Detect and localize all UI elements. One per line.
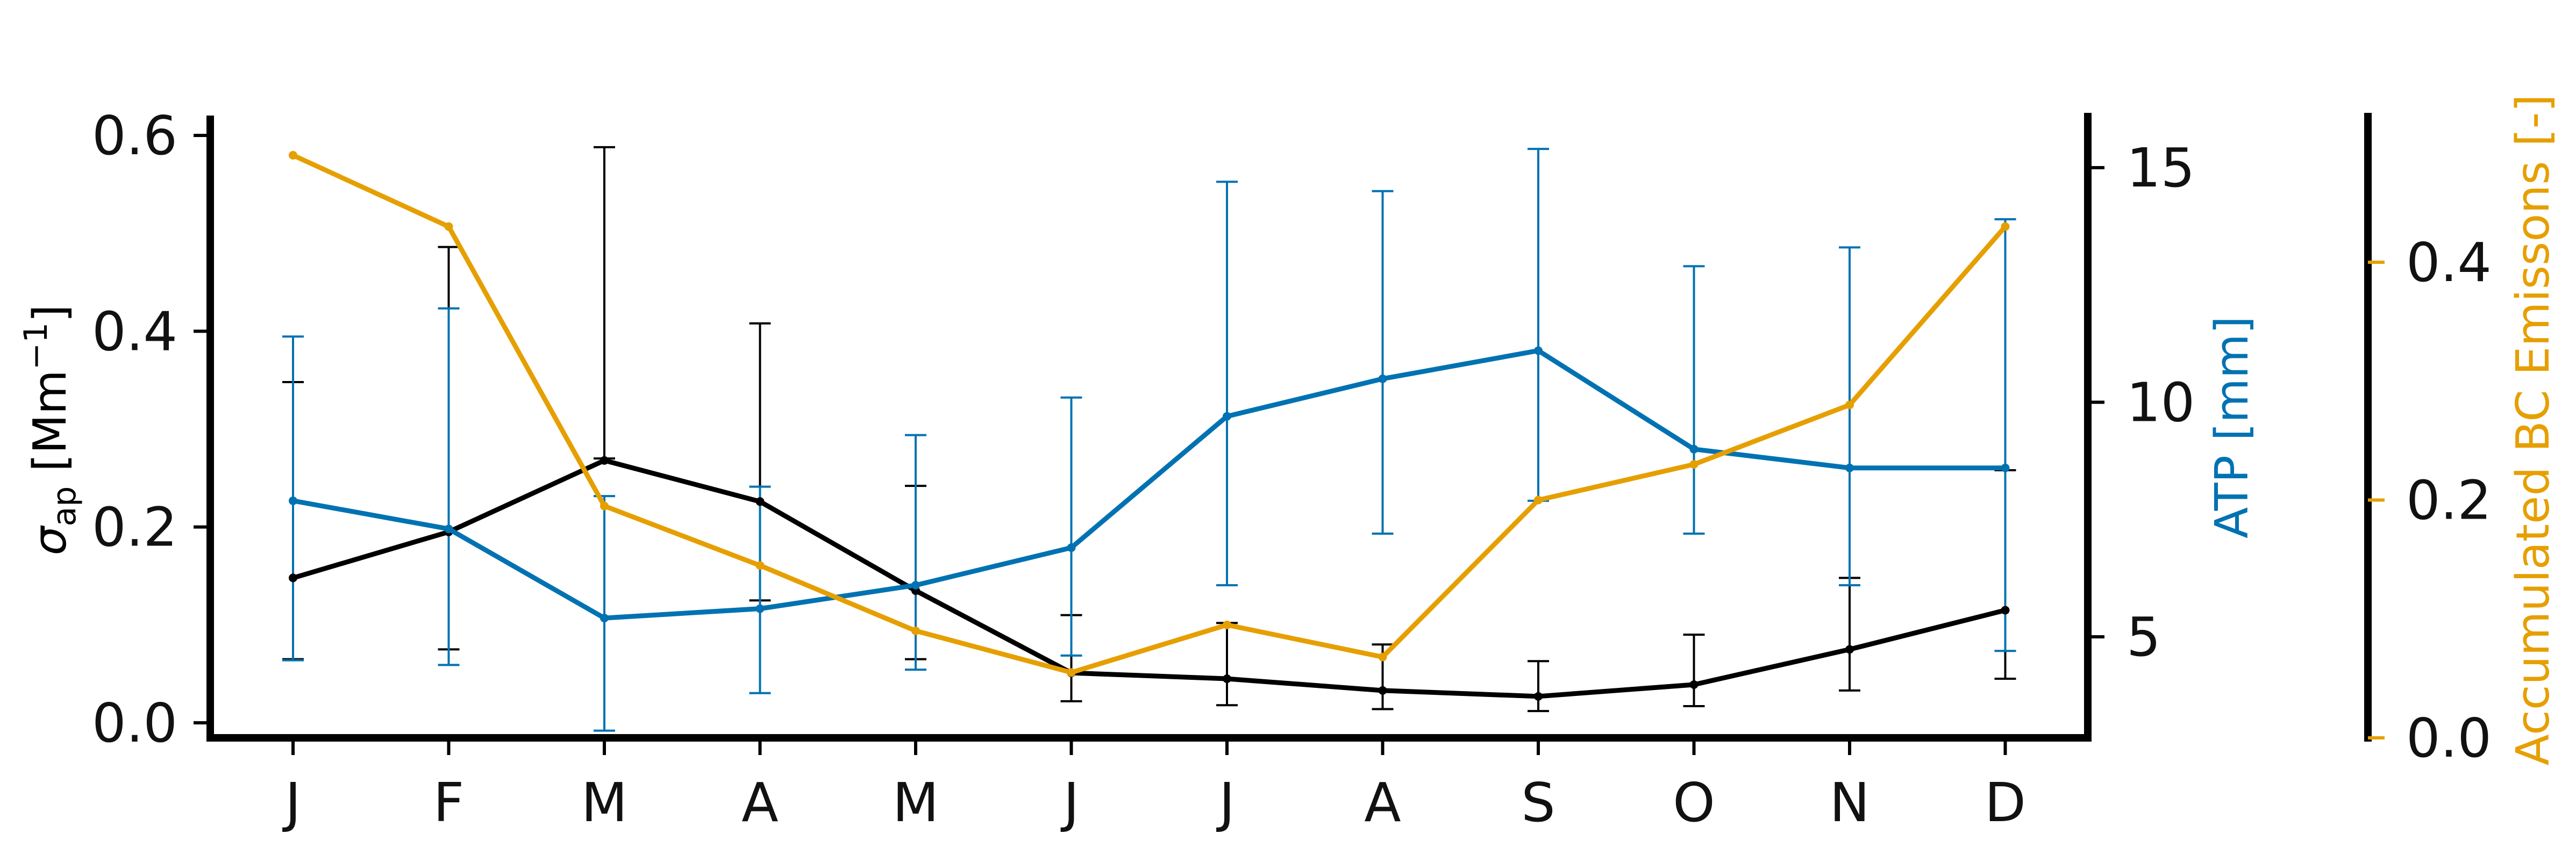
right-axis-ticks: 5 10 15 bbox=[2088, 136, 2195, 669]
far-right-axis-title: Accumulated BC Emissons [-] bbox=[2507, 94, 2560, 765]
data-point-far_right bbox=[289, 150, 297, 160]
left-axis-title-rest: [Mm bbox=[24, 370, 77, 486]
far-right-axis-title-part-2: BC bbox=[2507, 390, 2560, 452]
data-point-left bbox=[289, 573, 297, 583]
far-right-tick-label: 0.2 bbox=[2406, 469, 2492, 532]
data-point-far_right bbox=[1845, 400, 1854, 409]
data-point-right bbox=[911, 580, 920, 590]
x-tick-label: S bbox=[1521, 771, 1555, 834]
series-line-left bbox=[292, 458, 2006, 699]
data-point-left bbox=[2001, 606, 2010, 615]
x-tick-label: N bbox=[1830, 771, 1870, 834]
data-point-right bbox=[600, 614, 609, 623]
data-point-right bbox=[289, 496, 297, 505]
data-point-left bbox=[755, 497, 765, 506]
data-point-right bbox=[1845, 463, 1854, 472]
data-point-right bbox=[444, 525, 453, 534]
data-point-right bbox=[1223, 412, 1231, 421]
left-axis-title-base: σ bbox=[24, 525, 77, 555]
far-right-tick-label: 0.0 bbox=[2406, 707, 2492, 770]
far-right-tick-label: 0.4 bbox=[2406, 231, 2492, 294]
x-tick-label: D bbox=[1985, 771, 2026, 834]
data-point-far_right bbox=[755, 561, 765, 570]
left-tick-label: 0.4 bbox=[92, 300, 177, 363]
x-tick-label: J bbox=[1216, 771, 1235, 834]
series-line-far_right bbox=[292, 153, 2007, 675]
right-tick-label: 15 bbox=[2127, 136, 2195, 199]
data-point-far_right bbox=[1378, 652, 1387, 662]
data-point-left bbox=[1689, 680, 1699, 689]
data-point-right bbox=[1534, 346, 1543, 355]
plot-frame bbox=[206, 113, 2372, 742]
x-tick-label: M bbox=[581, 771, 627, 834]
left-tick-label: 0.6 bbox=[92, 104, 177, 167]
left-tick-label: 0.2 bbox=[92, 496, 177, 559]
x-tick-label: A bbox=[1364, 771, 1401, 834]
data-point-right bbox=[2001, 463, 2010, 472]
series-lines bbox=[289, 150, 2010, 701]
left-axis-title-sub: ap bbox=[46, 486, 83, 527]
data-point-far_right bbox=[444, 222, 453, 231]
data-point-far_right bbox=[2001, 222, 2010, 231]
left-tick-label: 0.0 bbox=[92, 692, 177, 755]
right-tick-label: 5 bbox=[2127, 606, 2161, 669]
x-tick-label: F bbox=[433, 771, 465, 834]
x-tick-label: J bbox=[1060, 771, 1080, 834]
data-point-far_right bbox=[1689, 460, 1699, 469]
right-axis-title: ATP [mm] bbox=[2206, 316, 2259, 538]
data-point-left bbox=[1223, 674, 1231, 684]
data-point-far_right bbox=[600, 501, 609, 511]
data-point-left bbox=[1534, 692, 1543, 701]
data-point-left bbox=[600, 456, 609, 465]
x-tick-label: M bbox=[893, 771, 939, 834]
data-point-right bbox=[1378, 374, 1387, 383]
far-right-axis-title-part-3: Emissons [-] bbox=[2507, 94, 2560, 390]
data-point-far_right bbox=[911, 626, 920, 635]
far-right-axis-ticks: 0.0 0.2 0.4 bbox=[2368, 231, 2492, 770]
data-point-far_right bbox=[1534, 495, 1543, 505]
data-point-right bbox=[755, 604, 765, 613]
data-point-right bbox=[1067, 543, 1076, 552]
x-tick-label: O bbox=[1673, 771, 1715, 834]
data-point-left bbox=[1845, 645, 1854, 654]
right-tick-label: 10 bbox=[2127, 371, 2195, 434]
data-point-right bbox=[1689, 444, 1699, 454]
left-axis-ticks: 0.0 0.2 0.4 0.6 bbox=[92, 104, 210, 755]
left-axis-title-sup: −1 bbox=[17, 322, 55, 370]
data-point-far_right bbox=[1223, 620, 1231, 629]
far-right-axis-title-part-1: Accumulated bbox=[2507, 452, 2560, 766]
x-tick-label: A bbox=[741, 771, 778, 834]
data-point-far_right bbox=[1067, 668, 1076, 677]
data-point-left bbox=[1378, 686, 1387, 695]
left-axis-title: σap [Mm−1] bbox=[17, 305, 83, 556]
left-axis-title-end: ] bbox=[24, 305, 77, 322]
x-tick-label: J bbox=[282, 771, 301, 834]
